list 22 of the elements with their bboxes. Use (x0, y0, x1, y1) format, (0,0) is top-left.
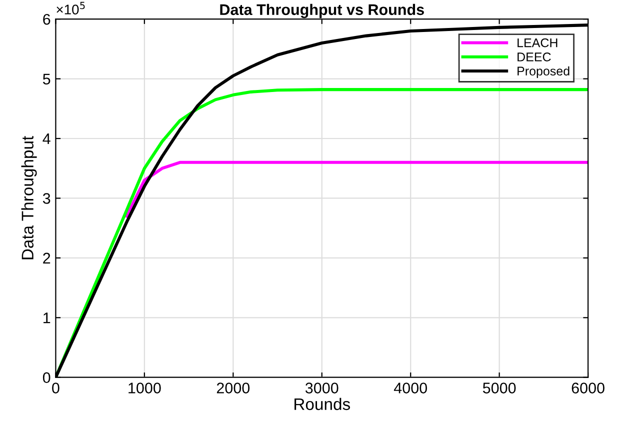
legend-label: Proposed (518, 66, 570, 78)
chart-title: Data Throughput vs Rounds (220, 4, 424, 18)
x-tick-label: 1000 (128, 382, 161, 394)
y-tick-label: 1 (44, 312, 50, 324)
y-tick-label: 4 (42, 134, 50, 144)
y-tick-label: 6 (43, 14, 50, 25)
y-tick-label: 5 (42, 74, 50, 84)
y-tick-label: 3 (42, 193, 50, 204)
legend-label: LEACH (518, 38, 558, 48)
line-series (125, 160, 588, 218)
text: ×10$^{5}$ (56, 2, 85, 14)
y-tick-label: 0 (42, 372, 50, 384)
x-axis-title: Rounds (294, 398, 350, 410)
x-tick-label: 6000 (572, 382, 604, 394)
x-tick-label: 3000 (305, 382, 338, 394)
x-tick-label: 4000 (394, 382, 427, 394)
x-tick-label: 5000 (482, 382, 516, 394)
y-tick-label: 2 (43, 252, 50, 264)
x-tick-label: 2000 (216, 382, 250, 394)
legend-label: DEEC (518, 52, 551, 62)
x-tick-label: 0 (52, 382, 60, 394)
y-axis-title: Data Throughput (21, 136, 37, 260)
